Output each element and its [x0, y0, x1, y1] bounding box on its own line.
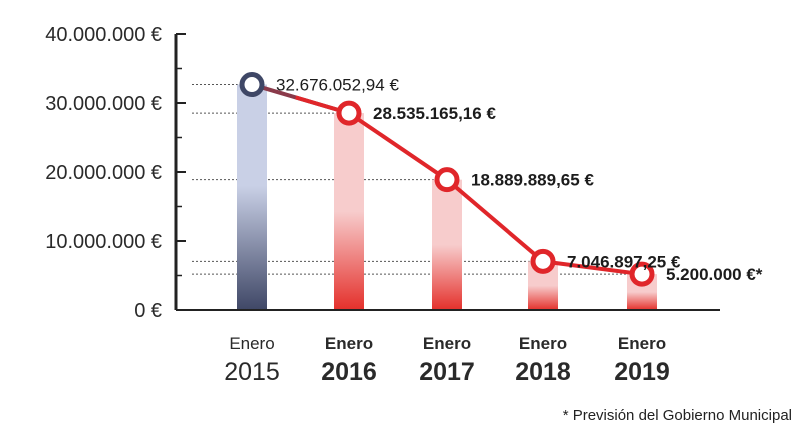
category-year-label: 2015 [224, 358, 280, 386]
category-month-label: Enero [325, 334, 373, 353]
trend-line-segment [445, 178, 545, 263]
bar [237, 84, 267, 310]
category-labels-group: Enero 2015 Enero 2016 Enero 2017 Enero 2018 Ener… [224, 334, 670, 386]
data-label: 18.889.889,65 € [471, 171, 594, 190]
data-point-marker [530, 248, 556, 274]
data-label: 32.676.052,94 € [276, 76, 399, 95]
trend-line-segment [542, 259, 643, 277]
data-point-marker [629, 261, 655, 287]
data-label: 7.046.897,25 € [567, 252, 681, 271]
data-labels-group: 32.676.052,94 € 28.535.165,16 € 18.889.889… [276, 76, 763, 285]
y-tick-label: 30.000.000 € [45, 93, 162, 115]
footnote: * Previsión del Gobierno Municipal [563, 407, 792, 424]
data-label: 28.535.165,16 € [373, 104, 496, 123]
y-tick-label: 40.000.000 € [45, 24, 162, 46]
y-tick-label: 0 € [134, 300, 162, 322]
category-year-label: 2017 [419, 358, 475, 386]
y-axis: 40.000.000 € 30.000.000 € 20.000.000 € 10.0… [45, 24, 720, 322]
category-year-label: 2016 [321, 358, 377, 386]
bar [432, 179, 462, 310]
data-point-marker [336, 100, 362, 126]
trend-line-segment [347, 111, 449, 182]
y-tick-label: 10.000.000 € [45, 231, 162, 253]
category-month-label: Enero [519, 334, 567, 353]
category-year-label: 2019 [614, 358, 670, 386]
bar [334, 113, 364, 310]
category-month-label: Enero [618, 334, 666, 353]
category-year-label: 2018 [515, 358, 571, 386]
category-month-label: Enero [229, 334, 274, 353]
trend-line-group [251, 82, 643, 277]
category-month-label: Enero [423, 334, 471, 353]
data-point-marker [434, 167, 460, 193]
bars-group [237, 84, 657, 310]
data-point-marker [239, 72, 265, 98]
y-tick-label: 20.000.000 € [45, 162, 162, 184]
data-label: 5.200.000 €* [666, 265, 763, 284]
markers-group [239, 72, 655, 287]
